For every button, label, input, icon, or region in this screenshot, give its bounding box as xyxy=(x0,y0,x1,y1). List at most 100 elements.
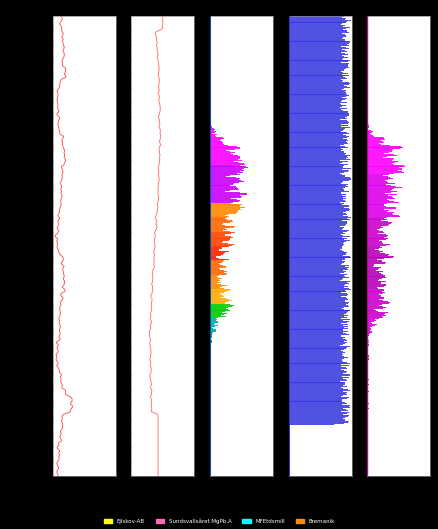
Bar xyxy=(288,21,346,22)
Bar xyxy=(209,153,230,154)
Bar xyxy=(288,155,349,156)
Bar xyxy=(367,157,382,158)
Bar xyxy=(209,168,243,169)
Bar xyxy=(367,359,368,360)
Bar xyxy=(288,95,348,96)
Bar xyxy=(209,310,229,311)
Bar xyxy=(288,158,346,159)
Bar xyxy=(288,395,343,396)
Bar xyxy=(209,258,218,259)
Bar xyxy=(288,219,350,220)
Bar xyxy=(288,32,349,33)
Bar xyxy=(367,199,386,200)
Bar xyxy=(288,205,348,206)
Bar xyxy=(288,184,346,185)
Bar xyxy=(288,377,348,378)
Bar xyxy=(367,290,383,291)
Bar xyxy=(288,258,345,259)
Bar xyxy=(209,259,229,260)
Bar xyxy=(367,168,401,169)
Bar xyxy=(209,200,239,201)
Bar xyxy=(288,168,350,169)
Bar xyxy=(367,218,384,219)
Bar xyxy=(209,306,232,307)
Bar xyxy=(367,323,371,324)
Bar xyxy=(288,263,342,264)
Bar xyxy=(209,299,231,300)
Bar xyxy=(209,240,228,241)
Bar xyxy=(209,285,226,286)
Bar xyxy=(367,212,393,213)
Bar xyxy=(367,307,385,308)
Bar xyxy=(367,146,396,147)
Bar xyxy=(288,349,344,350)
Bar xyxy=(288,410,347,411)
Bar xyxy=(209,185,228,186)
Bar xyxy=(209,211,238,212)
Bar xyxy=(209,312,222,313)
Bar xyxy=(288,411,340,412)
Bar xyxy=(209,140,219,141)
Bar xyxy=(288,213,345,214)
Bar xyxy=(367,268,378,269)
Bar xyxy=(367,219,386,220)
Bar xyxy=(288,417,346,418)
Bar xyxy=(209,270,223,271)
Y-axis label: Depth (m): Depth (m) xyxy=(18,224,28,268)
Bar xyxy=(367,245,385,246)
Bar xyxy=(288,260,342,261)
Bar xyxy=(288,121,347,122)
Bar xyxy=(288,322,346,323)
Bar xyxy=(367,335,368,336)
Bar xyxy=(288,391,344,393)
Bar xyxy=(288,242,347,243)
Bar xyxy=(367,317,382,318)
Bar xyxy=(367,215,398,216)
Bar xyxy=(288,424,334,425)
Bar xyxy=(367,271,382,272)
Bar xyxy=(288,132,346,133)
Bar xyxy=(209,300,230,302)
Bar xyxy=(288,138,342,139)
Bar xyxy=(288,17,341,18)
Bar xyxy=(209,214,227,215)
Bar xyxy=(209,247,221,248)
Bar xyxy=(209,238,230,239)
Bar xyxy=(367,187,401,188)
Bar xyxy=(367,297,383,298)
Bar xyxy=(288,79,339,80)
Bar xyxy=(209,128,212,129)
Bar xyxy=(367,282,380,283)
Bar xyxy=(288,223,346,224)
Bar xyxy=(367,165,397,166)
Bar xyxy=(209,267,225,268)
Bar xyxy=(367,293,382,294)
Bar xyxy=(209,317,218,318)
Bar xyxy=(209,307,227,308)
Bar xyxy=(288,100,341,101)
Bar xyxy=(209,304,229,305)
Bar xyxy=(288,375,349,376)
Bar xyxy=(367,164,393,165)
Bar xyxy=(288,316,343,317)
Bar xyxy=(367,140,381,141)
Bar xyxy=(367,143,378,144)
Bar xyxy=(288,120,341,121)
Bar xyxy=(367,298,383,299)
Bar xyxy=(288,321,346,322)
Bar xyxy=(288,108,346,109)
Bar xyxy=(209,132,215,133)
Bar xyxy=(288,288,349,289)
Bar xyxy=(288,286,347,287)
Bar xyxy=(209,225,224,226)
Bar xyxy=(367,158,388,159)
Bar xyxy=(367,205,383,206)
Bar xyxy=(288,170,348,171)
Bar xyxy=(288,376,341,377)
Bar xyxy=(209,305,233,306)
Bar xyxy=(209,318,215,319)
Bar xyxy=(367,213,391,214)
Bar xyxy=(209,172,243,173)
Bar xyxy=(209,340,211,341)
Bar xyxy=(209,281,220,282)
